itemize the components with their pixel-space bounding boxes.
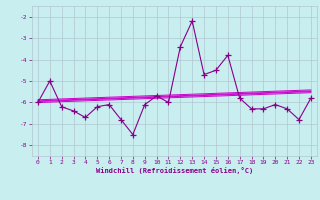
- X-axis label: Windchill (Refroidissement éolien,°C): Windchill (Refroidissement éolien,°C): [96, 167, 253, 174]
